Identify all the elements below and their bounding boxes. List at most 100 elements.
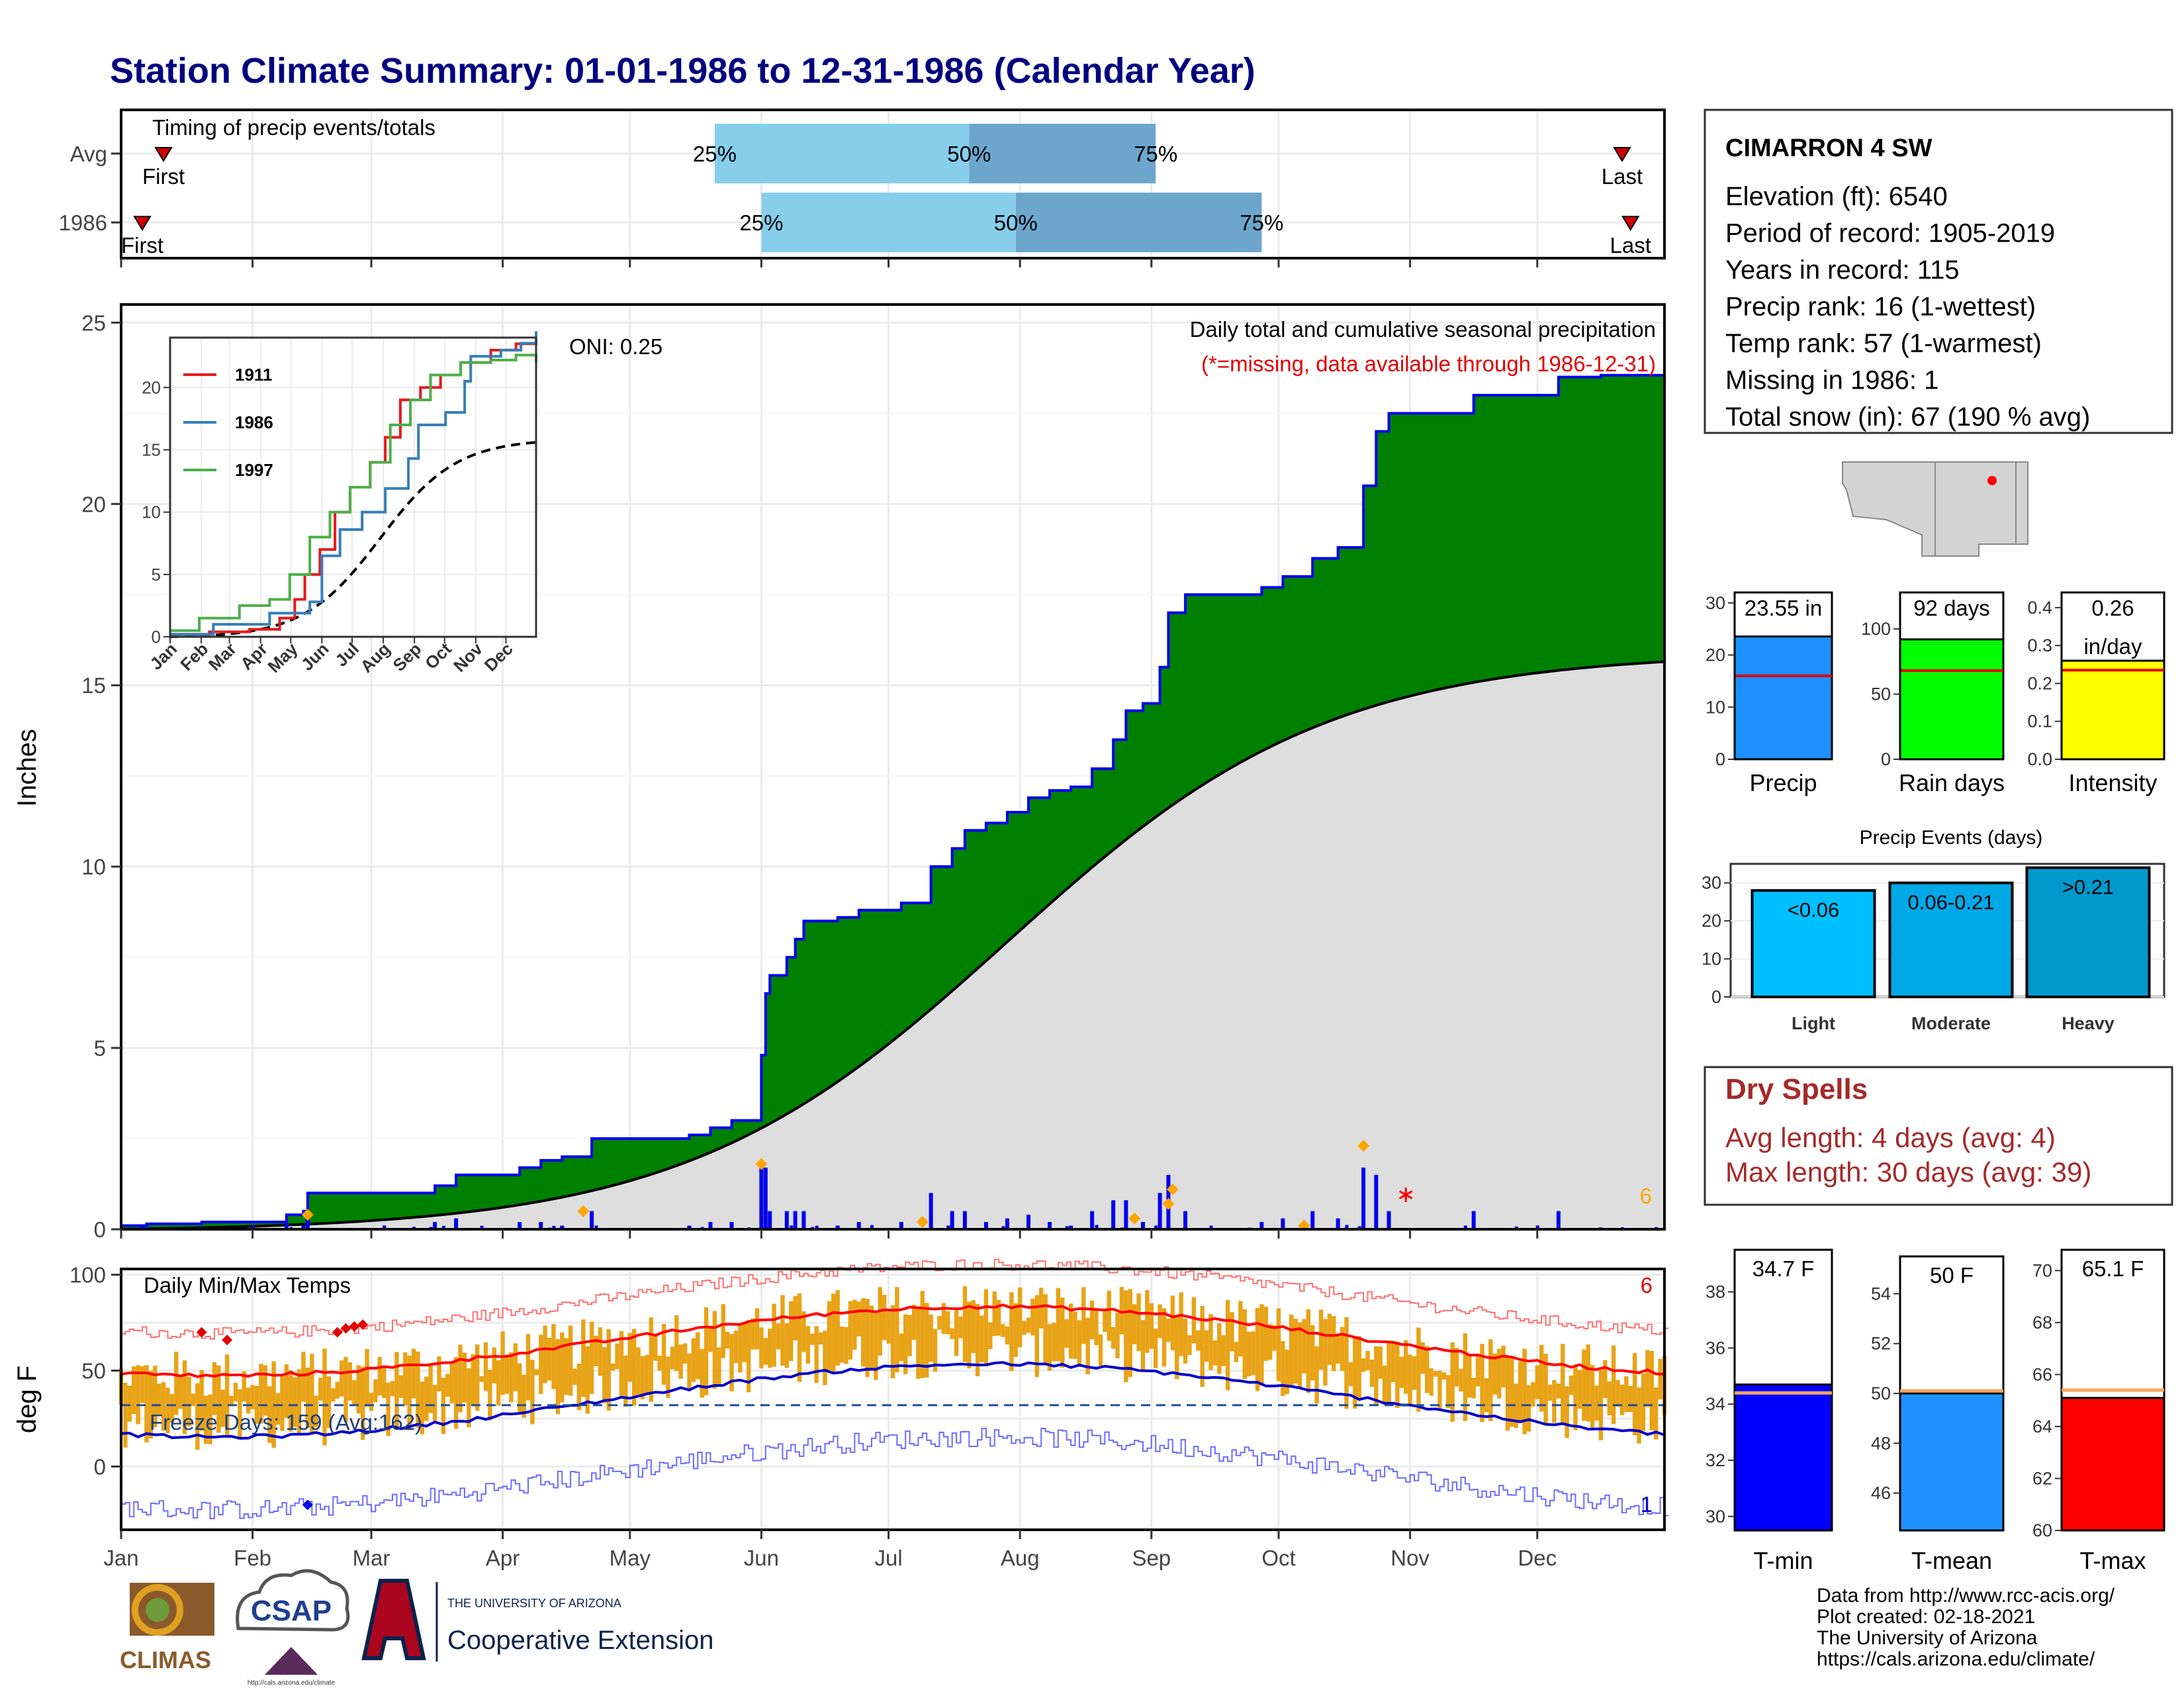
daily-temp-bar (1119, 1287, 1124, 1335)
daily-temp-bar (1263, 1306, 1268, 1361)
month-x-tick-label: Oct (1261, 1546, 1295, 1570)
daily-temp-bar (513, 1343, 518, 1391)
precip-event-bar-Heavy: >0.21 Heavy (2025, 866, 2151, 1033)
snow-day-marker (577, 1205, 590, 1217)
daily-precip-bar (1387, 1211, 1391, 1229)
daily-temp-bar (789, 1301, 794, 1362)
daily-temp-bar (1289, 1314, 1294, 1387)
daily-temp-bar (504, 1355, 510, 1394)
daily-temp-bar (704, 1307, 709, 1395)
daily-precip-bar (251, 1225, 255, 1229)
daily-temp-bar (751, 1318, 755, 1350)
daily-temp-bar (1365, 1350, 1370, 1370)
daily-temp-bar (293, 1377, 297, 1427)
summary-bar-value-label: 0.26 (2091, 596, 2134, 620)
daily-temp-bar (962, 1286, 968, 1362)
summary-bar-y-tick-label: 0 (1881, 749, 1891, 769)
daily-temp-bar (631, 1329, 637, 1406)
precip-event-bar-label: <0.06 (1788, 898, 1839, 921)
daily-temp-bar (721, 1304, 725, 1358)
summary-bar-fill (1899, 638, 2005, 761)
daily-temp-bar (1009, 1292, 1014, 1372)
page-title: Station Climate Summary: 01-01-1986 to 1… (110, 51, 1255, 91)
daily-temp-bar (890, 1305, 895, 1379)
record-high-marker (222, 1335, 233, 1346)
inset-legend-label: 1986 (235, 412, 273, 432)
daily-temp-bar (903, 1314, 908, 1375)
daily-temp-bar (1111, 1327, 1116, 1349)
daily-temp-bar (187, 1376, 191, 1427)
daily-temp-bar (1310, 1325, 1315, 1381)
daily-temp-bar (933, 1329, 938, 1372)
summary-bar-value-label-2: in/day (2083, 634, 2142, 659)
daily-precip-bar (1026, 1215, 1031, 1229)
daily-precip-bar (763, 1167, 768, 1229)
daily-temp-bar (1323, 1319, 1328, 1386)
location-map (1841, 461, 2030, 563)
daily-precip-bar (962, 1211, 967, 1229)
daily-temp-bar (161, 1382, 166, 1431)
timing-p50-label: 50% (994, 211, 1038, 235)
daily-temp-bar (153, 1366, 158, 1427)
month-x-tick-label: Sep (1132, 1546, 1171, 1570)
daily-temp-bar (1632, 1353, 1637, 1436)
daily-temp-bar (1522, 1348, 1527, 1434)
precip-event-bar-name: Light (1792, 1013, 1835, 1033)
temp-bar-y-tick-label: 52 (1871, 1334, 1891, 1354)
month-x-tick-label: Jul (874, 1546, 902, 1570)
daily-temp-bar (763, 1338, 768, 1365)
temp-bar-y-tick-label: 68 (2032, 1313, 2052, 1333)
temp-bar-y-tick-label: 34 (1706, 1394, 1725, 1414)
daily-temp-bar (907, 1315, 912, 1356)
daily-temp-bar (1230, 1312, 1234, 1352)
timing-bar-q2 (1015, 193, 1262, 252)
daily-temp-bar (322, 1348, 327, 1446)
month-x-tick-label: Jun (744, 1546, 779, 1570)
precip-event-bar-name: Heavy (2062, 1013, 2115, 1033)
record-high-marker (357, 1319, 369, 1331)
timing-p25-label: 25% (693, 142, 737, 166)
timing-first-marker (133, 216, 152, 231)
temp-y-tick-label: 100 (69, 1263, 106, 1288)
daily-temp-bar (856, 1301, 861, 1336)
daily-temp-bar (165, 1387, 170, 1433)
daily-temp-bar (1259, 1304, 1264, 1386)
daily-temp-bar (428, 1364, 433, 1413)
daily-temp-bar (717, 1347, 721, 1387)
daily-precip-bar (1065, 1226, 1069, 1229)
daily-precip-bar (983, 1222, 988, 1229)
temp-bar-value-label: 34.7 F (1752, 1256, 1815, 1281)
precip-event-bar-Light: <0.06 Light (1751, 889, 1876, 1033)
daily-temp-bar (462, 1352, 467, 1403)
daily-temp-bar (1336, 1334, 1340, 1364)
daily-temp-bar (1340, 1327, 1345, 1371)
daily-temp-bar (144, 1365, 149, 1442)
record-high-marker (332, 1327, 343, 1338)
timing-p50-label: 50% (947, 142, 991, 166)
daily-temp-bar (1463, 1333, 1468, 1421)
daily-precip-bar (1069, 1225, 1073, 1229)
daily-temp-bar (738, 1323, 743, 1373)
daily-precip-bar (1374, 1174, 1379, 1229)
daily-temp-bar (733, 1331, 739, 1364)
climas-logo-ring (132, 1584, 183, 1636)
daily-precip-bar (441, 1225, 445, 1229)
daily-temp-bar (1272, 1325, 1277, 1351)
daily-temp-bar (1569, 1375, 1574, 1395)
daily-precip-bar (768, 1211, 772, 1229)
daily-temp-bar (1382, 1365, 1387, 1404)
summary-bar-name: Intensity (2068, 769, 2157, 796)
daily-temp-bar (1034, 1295, 1040, 1378)
daily-temp-bar (157, 1383, 161, 1415)
daily-precip-bar (1556, 1211, 1561, 1229)
temp-y-tick-label: 0 (94, 1454, 106, 1479)
temp-y-tick-label: 50 (81, 1359, 106, 1383)
daily-temp-bar (1161, 1308, 1167, 1367)
daily-temp-bar (1535, 1365, 1540, 1399)
record-max-line (121, 1258, 1669, 1340)
inset-normal-line (169, 441, 535, 638)
precip-missing-note: (*=missing, data available through 1986-… (1201, 352, 1656, 376)
daily-temp-bar (1619, 1384, 1625, 1415)
daily-temp-bar (1518, 1361, 1523, 1424)
month-x-tick-label: Apr (486, 1546, 520, 1570)
